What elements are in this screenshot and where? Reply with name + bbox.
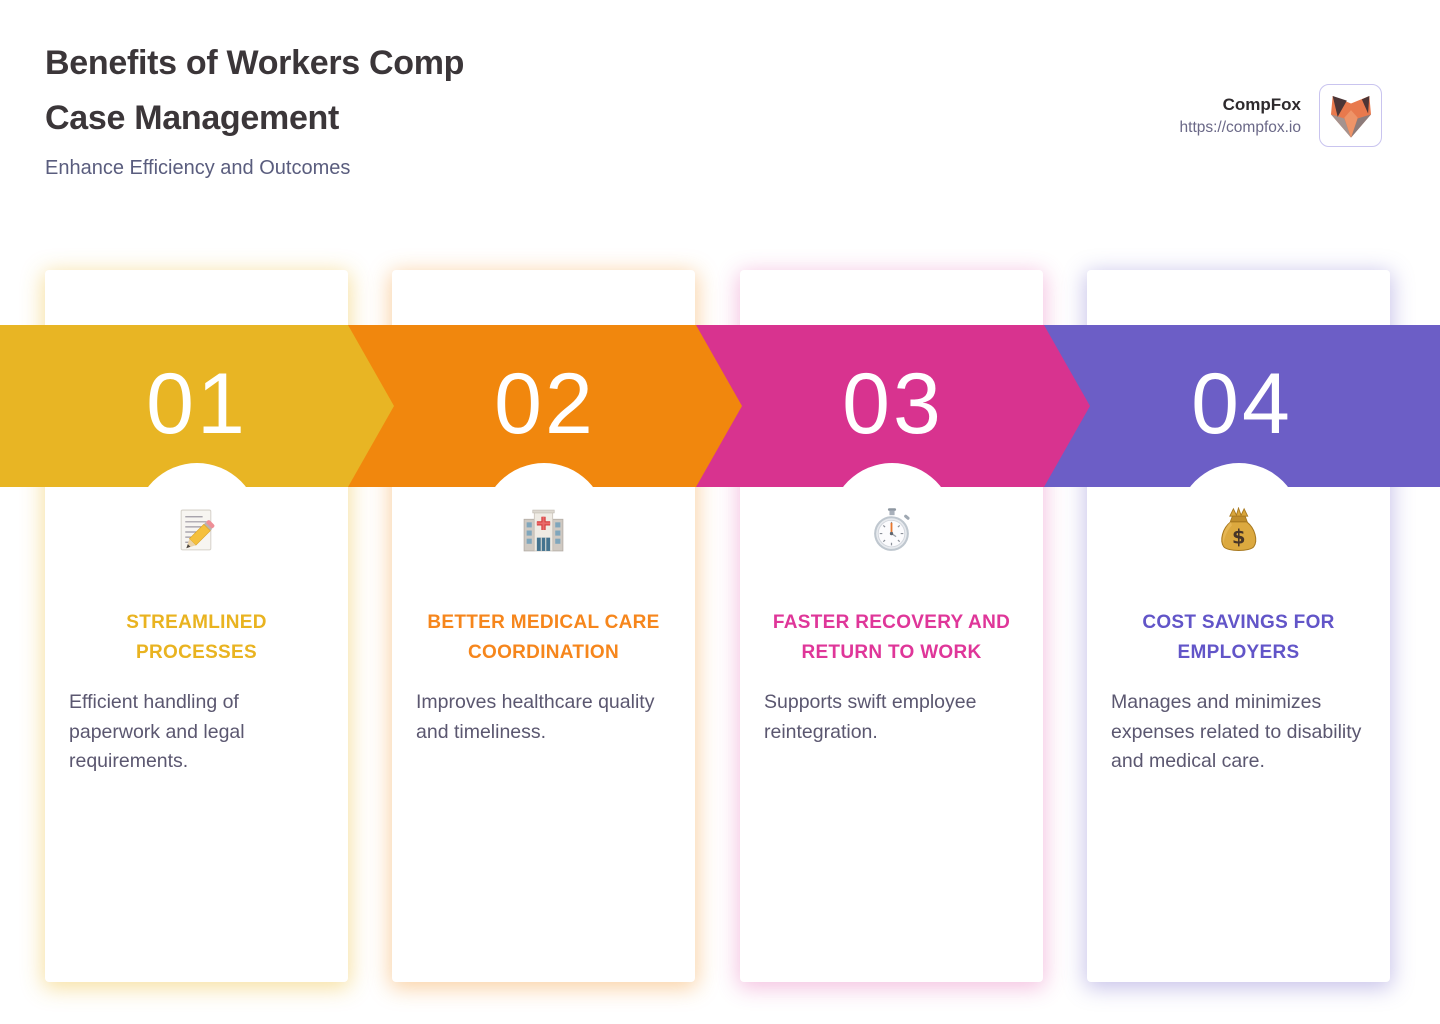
card-content: STREAMLINED PROCESSES Efficient handling…	[69, 608, 324, 777]
stopwatch-icon	[874, 507, 910, 551]
money-bag-icon: $	[1221, 506, 1257, 551]
step-number: 03	[842, 355, 944, 452]
step-chevron-3: 03	[696, 325, 1090, 487]
fox-logo-icon	[1330, 95, 1371, 138]
benefit-description: Efficient handling of paperwork and lega…	[69, 691, 245, 772]
step-chevron-1: 01	[0, 325, 394, 487]
card-content: COST SAVINGS FOR EMPLOYERS Manages and m…	[1111, 608, 1366, 777]
benefit-title: BETTER MEDICAL CARE COORDINATION	[427, 612, 660, 663]
page-title-line2: Case Management	[45, 99, 340, 137]
benefit-title: STREAMLINED PROCESSES	[126, 612, 267, 663]
page-title-line1: Benefits of Workers Comp	[45, 44, 465, 82]
brand-block: CompFox https://compfox.io	[1180, 84, 1382, 147]
benefit-title: COST SAVINGS FOR EMPLOYERS	[1142, 612, 1335, 663]
brand-url-link[interactable]: https://compfox.io	[1179, 118, 1301, 136]
icon-circle	[134, 463, 259, 587]
brand-name: CompFox	[1222, 94, 1301, 114]
benefit-title: FASTER RECOVERY AND RETURN TO WORK	[772, 612, 1011, 663]
page-subtitle: Enhance Efficiency and Outcomes	[45, 157, 351, 179]
step-number: 04	[1191, 355, 1293, 452]
step-number: 02	[494, 355, 596, 452]
page-header: Benefits of Workers Comp Case Management…	[45, 36, 605, 180]
step-chevron-4: 04	[1044, 325, 1440, 487]
brand-text: CompFox https://compfox.io	[1180, 93, 1301, 139]
icon-circle	[481, 463, 606, 587]
benefit-description: Supports swift employee reintegration.	[764, 691, 977, 743]
hospital-icon	[523, 509, 564, 551]
page-title: Benefits of Workers Comp Case Management	[45, 36, 605, 146]
svg-text:$: $	[1232, 525, 1246, 548]
icon-circle: $	[1176, 463, 1301, 587]
memo-pencil-icon	[180, 509, 215, 550]
benefit-description: Improves healthcare quality and timeline…	[416, 691, 655, 743]
step-chevron-2: 02	[348, 325, 742, 487]
step-banner: 01 02 03 04	[0, 325, 1440, 487]
card-content: BETTER MEDICAL CARE COORDINATION Improve…	[416, 608, 671, 747]
brand-logo-frame	[1319, 84, 1382, 147]
icon-circle	[829, 463, 954, 587]
card-content: FASTER RECOVERY AND RETURN TO WORK Suppo…	[764, 608, 1019, 747]
benefit-description: Manages and minimizes expenses related t…	[1111, 691, 1362, 772]
step-number: 01	[146, 355, 248, 452]
